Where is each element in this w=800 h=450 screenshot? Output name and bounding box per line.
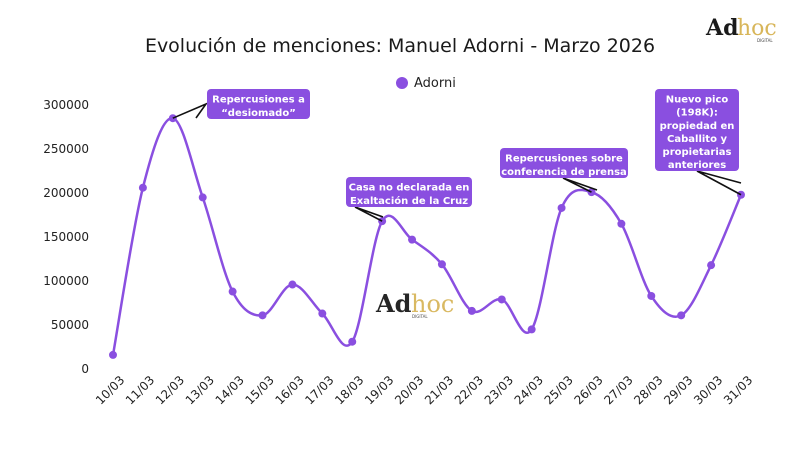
- data-point: [288, 280, 297, 289]
- data-point: [437, 260, 446, 269]
- annotation-leader-line: [172, 102, 209, 119]
- x-tick-label: 10/03: [93, 373, 127, 407]
- y-tick-label: 150000: [43, 230, 89, 244]
- x-tick-label: 23/03: [482, 373, 516, 407]
- x-tick-label: 15/03: [243, 373, 277, 407]
- x-tick-label: 12/03: [153, 373, 187, 407]
- annotations: Repercusiones a “desiomado” Casa no declar…: [172, 89, 742, 222]
- annotation-text: Exaltación de la Cruz: [350, 195, 468, 207]
- data-point: [318, 309, 327, 318]
- annotation-text: conferencia de prensa: [501, 167, 627, 178]
- x-axis: 10/0311/0312/0313/0314/0315/0316/0317/03…: [93, 373, 755, 407]
- annotation-text: “desiomado”: [221, 108, 296, 119]
- x-tick-label: 14/03: [213, 373, 247, 407]
- data-point: [677, 311, 686, 320]
- y-tick-label: 250000: [43, 142, 89, 156]
- x-tick-label: 21/03: [422, 373, 456, 407]
- data-point: [109, 350, 117, 359]
- x-tick-label: 31/03: [721, 373, 755, 407]
- data-point: [228, 287, 237, 296]
- data-point: [497, 295, 506, 304]
- y-tick-label: 0: [81, 362, 89, 376]
- annotation-text: Casa no declarada en: [349, 183, 470, 194]
- annotation-text: propietarias: [663, 147, 732, 158]
- watermark-hoc-text: hoc: [411, 290, 454, 318]
- x-tick-label: 18/03: [332, 373, 366, 407]
- annotation-box: [207, 89, 310, 119]
- data-point: [138, 183, 147, 192]
- x-tick-label: 11/03: [123, 373, 157, 407]
- data-point: [557, 203, 566, 212]
- x-tick-label: 17/03: [302, 373, 336, 407]
- data-point: [198, 193, 207, 202]
- x-tick-label: 28/03: [631, 373, 665, 407]
- annotation-text: Repercusiones sobre: [505, 154, 623, 165]
- y-tick-label: 300000: [43, 98, 89, 112]
- data-point: [408, 235, 417, 244]
- legend-label: Adorni: [414, 76, 456, 91]
- y-axis: 0 50000 100000 150000 200000 250000 300000: [43, 98, 89, 376]
- logo-sub-text: DIGITAL: [757, 38, 773, 43]
- data-points: [109, 114, 745, 359]
- x-tick-label: 25/03: [542, 373, 576, 407]
- annotation-text: Nuevo pico: [666, 95, 729, 106]
- x-tick-label: 16/03: [272, 373, 306, 407]
- data-point: [258, 311, 267, 320]
- x-tick-label: 29/03: [661, 373, 695, 407]
- data-point: [707, 261, 716, 270]
- logo-hoc-text: hoc: [737, 16, 777, 41]
- y-tick-label: 100000: [43, 274, 89, 288]
- x-tick-label: 30/03: [691, 373, 725, 407]
- annotation-box: [500, 148, 628, 178]
- watermark-sub-text: DIGITAL: [412, 314, 428, 319]
- data-point: [647, 291, 656, 300]
- x-tick-label: 19/03: [362, 373, 396, 407]
- x-tick-label: 27/03: [601, 373, 635, 407]
- data-point: [527, 325, 536, 334]
- annotation-text: Caballito y: [667, 134, 727, 145]
- annotation-leader-line: [696, 170, 742, 196]
- x-tick-label: 20/03: [392, 373, 426, 407]
- annotation-text: (198K):: [676, 108, 718, 119]
- y-tick-label: 200000: [43, 186, 89, 200]
- annotation-box: [655, 89, 739, 171]
- watermark: Ad hoc DIGITAL: [375, 289, 454, 319]
- watermark-ad-text: Ad: [375, 289, 412, 318]
- series-line-adorni: [111, 116, 743, 356]
- logo-ad-text: Ad: [705, 15, 738, 41]
- legend-marker: [396, 77, 408, 89]
- y-tick-label: 50000: [51, 318, 89, 332]
- x-tick-label: 22/03: [452, 373, 486, 407]
- data-point: [348, 337, 357, 346]
- annotation-text: anteriores: [668, 160, 726, 171]
- x-tick-label: 24/03: [512, 373, 546, 407]
- x-tick-label: 13/03: [183, 373, 217, 407]
- logo: Ad hoc DIGITAL: [705, 15, 777, 43]
- chart-title: Evolución de menciones: Manuel Adorni - …: [145, 35, 655, 57]
- data-point: [617, 219, 626, 228]
- annotation-box: [346, 177, 472, 207]
- data-point: [467, 306, 476, 315]
- x-tick-label: 26/03: [571, 373, 605, 407]
- legend: Adorni: [396, 76, 456, 91]
- annotation-leader-line: [354, 206, 384, 222]
- annotation-text: Repercusiones a: [212, 95, 305, 106]
- annotation-text: propiedad en: [660, 121, 735, 132]
